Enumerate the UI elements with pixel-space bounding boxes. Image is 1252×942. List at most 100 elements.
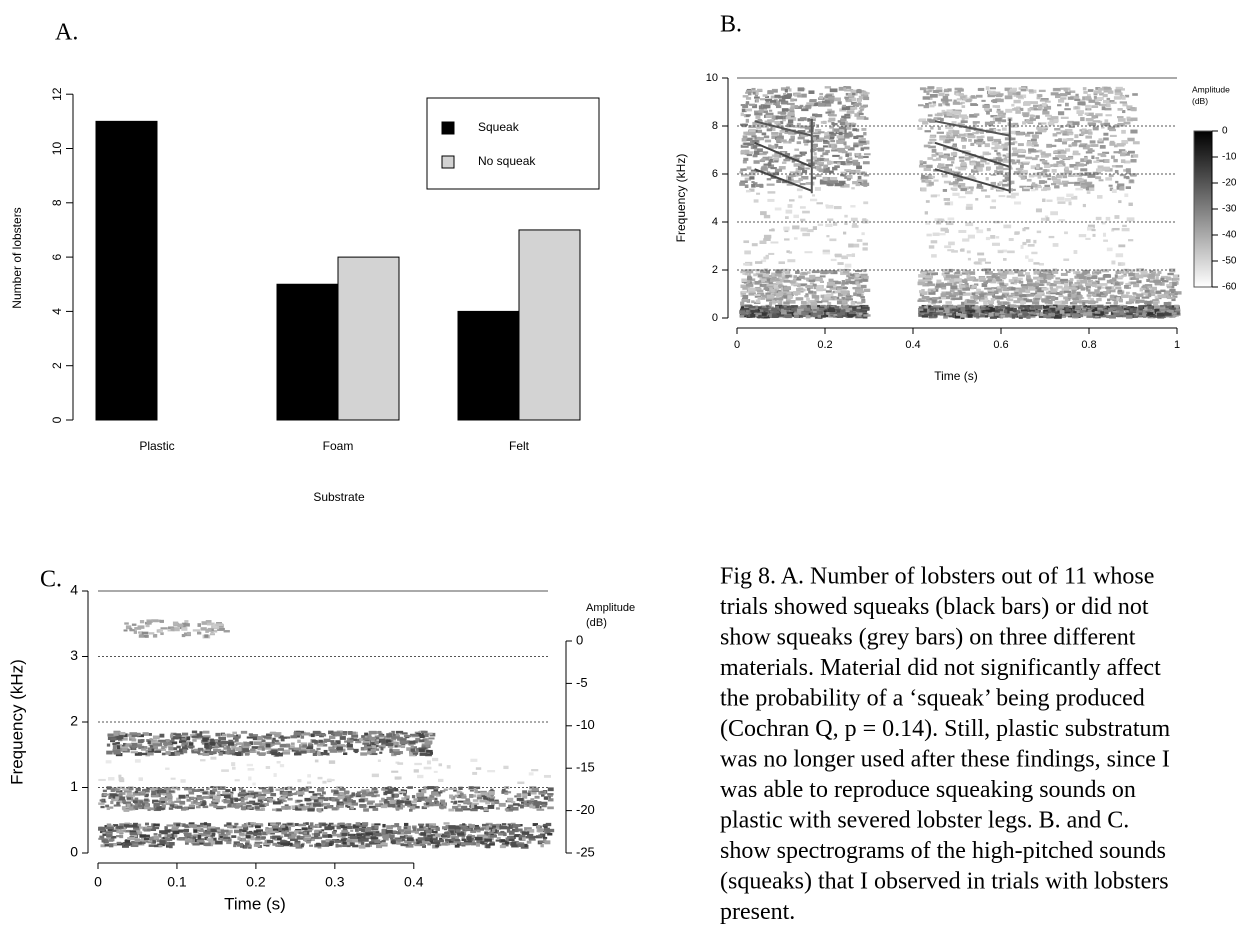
texture-cell — [456, 829, 461, 832]
texture-cell — [937, 113, 943, 117]
texture-cell — [815, 174, 821, 177]
texture-cell — [1037, 97, 1041, 99]
x-tick-label: 0 — [734, 339, 740, 351]
texture-cell — [1065, 286, 1069, 289]
texture-cell — [276, 808, 282, 811]
texture-cell — [806, 315, 811, 318]
texture-cell — [250, 822, 256, 824]
texture-cell — [751, 181, 754, 183]
texture-cell — [382, 824, 385, 828]
texture-cell — [984, 288, 992, 290]
texture-cell — [1078, 113, 1083, 116]
texture-cell — [968, 258, 971, 261]
texture-cell — [273, 836, 280, 838]
texture-cell — [1051, 145, 1056, 147]
texture-cell — [1088, 132, 1092, 135]
texture-cell — [842, 280, 845, 284]
texture-cell — [515, 827, 518, 831]
texture-cell — [848, 131, 851, 134]
texture-cell — [226, 841, 231, 844]
texture-cell — [1052, 270, 1058, 274]
texture-cell — [1138, 300, 1145, 303]
texture-cell — [791, 308, 796, 312]
texture-cell — [1021, 245, 1024, 249]
texture-cell — [782, 273, 785, 277]
texture-cell — [306, 841, 311, 844]
texture-cell — [772, 301, 780, 303]
texture-cell — [845, 298, 853, 300]
texture-cell — [1104, 87, 1111, 90]
texture-cell — [1027, 283, 1033, 286]
texture-cell — [823, 271, 828, 274]
texture-cell — [748, 306, 755, 308]
texture-cell — [801, 301, 807, 305]
texture-cell — [1115, 287, 1121, 289]
texture-cell — [800, 183, 806, 185]
texture-cell — [813, 226, 817, 230]
texture-cell — [821, 121, 826, 124]
texture-cell — [944, 245, 951, 248]
texture-cell — [766, 115, 772, 118]
y-tick-label: 10 — [50, 142, 64, 156]
texture-cell — [1054, 150, 1058, 153]
texture-cell — [1018, 271, 1023, 274]
texture-cell — [930, 136, 936, 139]
texture-cell — [1153, 315, 1156, 317]
texture-cell — [1136, 274, 1144, 278]
texture-cell — [966, 204, 973, 207]
texture-cell — [1017, 155, 1025, 158]
texture-cell — [1094, 271, 1100, 273]
texture-cell — [338, 823, 345, 825]
texture-cell — [1036, 208, 1042, 212]
texture-cell — [863, 276, 868, 279]
texture-cell — [863, 105, 868, 108]
texture-cell — [1098, 138, 1102, 141]
texture-cell — [1120, 153, 1126, 157]
x-tick-label: 0.6 — [993, 339, 1008, 351]
texture-cell — [835, 254, 842, 258]
texture-cell — [852, 287, 860, 289]
texture-cell — [1121, 130, 1126, 134]
texture-cell — [1145, 290, 1150, 293]
texture-cell — [1016, 168, 1024, 170]
texture-cell — [272, 825, 279, 828]
texture-cell — [1075, 106, 1079, 109]
texture-cell — [741, 104, 746, 106]
texture-cell — [381, 840, 385, 843]
texture-cell — [500, 845, 506, 848]
texture-cell — [1112, 277, 1117, 279]
texture-cell — [352, 845, 358, 848]
texture-cell — [918, 279, 924, 281]
texture-cell — [953, 130, 960, 134]
texture-cell — [329, 843, 333, 846]
texture-cell — [107, 824, 111, 828]
texture-cell — [812, 271, 820, 273]
texture-cell — [348, 834, 354, 836]
texture-cell — [1018, 307, 1023, 310]
texture-cell — [818, 148, 825, 152]
texture-cell — [827, 218, 833, 220]
texture-cell — [203, 825, 207, 828]
texture-cell — [787, 93, 792, 96]
texture-cell — [782, 162, 786, 164]
texture-cell — [382, 829, 385, 833]
texture-cell — [509, 831, 515, 835]
texture-cell — [1037, 292, 1044, 294]
texture-cell — [800, 228, 808, 232]
texture-cell — [1051, 164, 1057, 166]
texture-cell — [798, 195, 802, 198]
texture-cell — [952, 145, 956, 147]
texture-cell — [1019, 315, 1024, 317]
texture-cell — [843, 287, 848, 289]
texture-cell — [928, 90, 931, 93]
texture-cell — [389, 834, 395, 838]
texture-cell — [783, 227, 789, 231]
texture-cell — [1164, 302, 1171, 305]
texture-cell — [1015, 231, 1020, 234]
texture-cell — [1088, 129, 1092, 132]
texture-cell — [1048, 122, 1054, 126]
texture-cell — [1007, 298, 1013, 301]
texture-cell — [1002, 184, 1009, 187]
texture-cell — [192, 843, 199, 845]
texture-cell — [853, 292, 857, 296]
